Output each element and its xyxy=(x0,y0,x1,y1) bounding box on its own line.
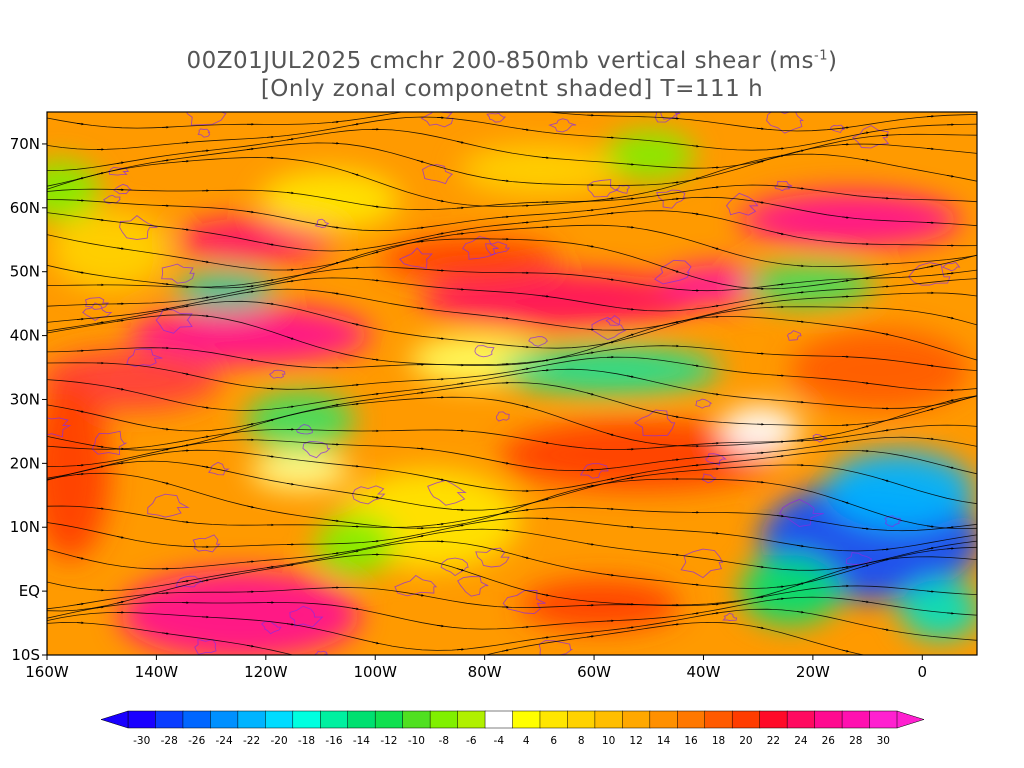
lon-tick-label: 60W xyxy=(577,663,611,681)
colorbar-swatch xyxy=(622,710,651,729)
streamline-layer xyxy=(47,112,977,655)
colorbar-label: 26 xyxy=(822,735,836,747)
title-prefix: 00Z01JUL2025 cmchr 200-850mb vertical sh… xyxy=(186,48,815,74)
map-title-line-2: [Only zonal componetnt shaded] T=111 h xyxy=(260,76,764,102)
colorbar-label: -4 xyxy=(494,735,505,747)
colorbar-label: 18 xyxy=(712,735,725,747)
colorbar-label: -26 xyxy=(188,735,205,747)
map-title-line-1: 00Z01JUL2025 cmchr 200-850mb vertical sh… xyxy=(0,48,1024,74)
colorbar-label: 24 xyxy=(794,735,808,747)
colorbar-label: 10 xyxy=(602,735,615,747)
colorbar-label: -24 xyxy=(216,735,233,747)
colorbar-label: 14 xyxy=(657,735,671,747)
colorbar-swatch xyxy=(292,710,321,729)
map-plot-area xyxy=(46,111,978,656)
colorbar-swatch xyxy=(127,710,157,729)
lat-tick-label: 40N xyxy=(10,327,40,345)
lon-tick-label: 120W xyxy=(244,663,288,681)
colorbar-label: -16 xyxy=(325,735,342,747)
colorbar-swatch xyxy=(649,710,678,729)
colorbar-label: -18 xyxy=(298,735,315,747)
colorbar-swatch xyxy=(265,710,294,729)
colorbar-swatch xyxy=(347,710,376,729)
longitude-axis: 160W 140W 120W 100W 80W 60W 40W 20W 0 xyxy=(25,655,927,681)
colorbar-swatch xyxy=(320,710,349,729)
lon-tick-label: 0 xyxy=(918,663,928,681)
colorbar-swatch xyxy=(731,710,761,729)
lon-tick-label: 100W xyxy=(354,663,398,681)
map-frame xyxy=(46,111,978,656)
colorbar-swatch xyxy=(374,710,404,729)
colorbar-label: 6 xyxy=(550,735,557,747)
colorbar-label: -30 xyxy=(133,735,150,747)
lat-tick-label: 10S xyxy=(11,646,40,664)
lat-tick-label: 60N xyxy=(10,199,40,217)
colorbar-label: 8 xyxy=(578,735,585,747)
colorbar-label: 20 xyxy=(739,735,752,747)
lon-tick-label: 140W xyxy=(135,663,179,681)
colorbar-swatch xyxy=(539,710,568,729)
colorbar-label: 4 xyxy=(523,735,530,747)
colorbar-label: -10 xyxy=(408,735,425,747)
colorbar-swatch xyxy=(786,710,816,729)
lon-tick-label: 160W xyxy=(25,663,69,681)
colorbar-label: -28 xyxy=(161,735,178,747)
colorbar: -30 -28 -26 -24 -22 -20 -18 -16 -14 -12 -10 -8 -6 -4 4… xyxy=(100,710,925,747)
colorbar-label: -22 xyxy=(243,735,260,747)
colorbar-right-arrow xyxy=(896,710,925,729)
colorbar-swatch xyxy=(841,710,871,729)
colorbar-label: 12 xyxy=(629,735,642,747)
colorbar-label: 16 xyxy=(684,735,698,747)
colorbar-label: -6 xyxy=(466,735,477,747)
lon-tick-label: 20W xyxy=(796,663,830,681)
colorbar-label: 28 xyxy=(849,735,862,747)
colorbar-swatch xyxy=(759,710,788,729)
colorbar-label: -12 xyxy=(380,735,397,747)
colorbar-label: 30 xyxy=(877,735,890,747)
colorbar-swatch xyxy=(869,710,898,729)
colorbar-swatch xyxy=(484,710,514,729)
colorbar-label: -20 xyxy=(271,735,288,747)
colorbar-swatch xyxy=(457,710,486,729)
colorbar-swatch xyxy=(594,710,623,729)
colorbar-swatch xyxy=(210,710,239,729)
colorbar-swatch xyxy=(704,710,733,729)
title-superscript: -1 xyxy=(814,48,828,64)
lat-tick-label: 10N xyxy=(10,518,40,536)
colorbar-swatch xyxy=(402,710,431,729)
lon-tick-label: 40W xyxy=(687,663,721,681)
colorbar-swatch xyxy=(237,710,266,729)
colorbar-left-arrow xyxy=(100,710,129,729)
colorbar-swatch xyxy=(814,710,843,729)
title-suffix: ) xyxy=(828,48,838,74)
lat-tick-label: EQ xyxy=(19,582,40,600)
colorbar-swatch xyxy=(512,710,541,729)
colorbar-swatch xyxy=(155,710,184,729)
lat-tick-label: 30N xyxy=(10,390,40,408)
lat-tick-label: 70N xyxy=(10,135,40,153)
colorbar-swatch xyxy=(677,710,706,729)
colorbar-label: -8 xyxy=(439,735,449,747)
colorbar-label: -14 xyxy=(353,735,370,747)
lat-tick-label: 20N xyxy=(10,454,40,472)
colorbar-swatch xyxy=(429,710,459,729)
colorbar-swatch xyxy=(567,710,596,729)
colorbar-swatch xyxy=(182,710,211,729)
contour-layer xyxy=(47,112,961,655)
colorbar-label: 22 xyxy=(767,735,780,747)
latitude-axis: 70N 60N 50N 40N 30N 20N 10N EQ 10S xyxy=(10,135,47,664)
lat-tick-label: 50N xyxy=(10,263,40,281)
lon-tick-label: 80W xyxy=(468,663,502,681)
